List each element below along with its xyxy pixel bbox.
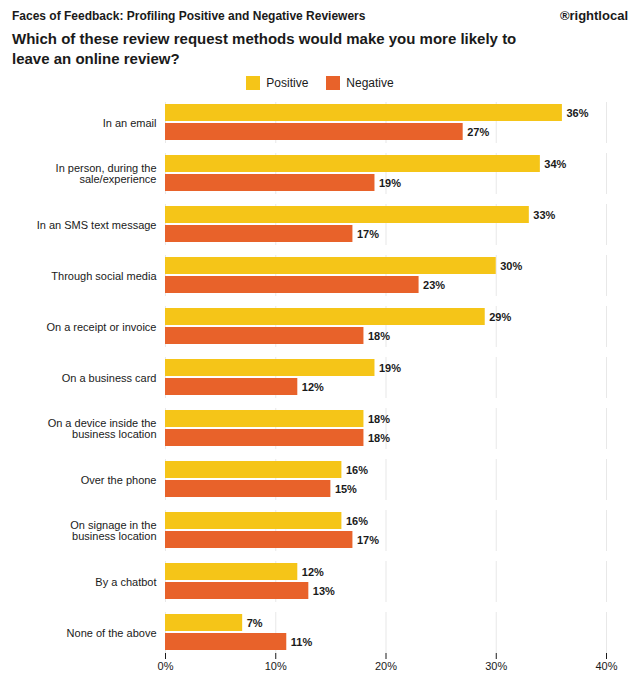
svg-text:19%: 19%	[379, 177, 401, 189]
svg-text:7%: 7%	[247, 617, 263, 629]
svg-text:By a chatbot: By a chatbot	[95, 576, 156, 588]
svg-text:16%: 16%	[346, 515, 368, 527]
svg-text:10%: 10%	[265, 660, 287, 672]
svg-text:In an SMS text message: In an SMS text message	[37, 219, 157, 231]
svg-text:19%: 19%	[379, 362, 401, 374]
svg-text:11%: 11%	[291, 636, 313, 648]
svg-text:18%: 18%	[368, 330, 390, 342]
svg-text:On a device inside thebusiness: On a device inside thebusiness location	[48, 417, 157, 440]
svg-text:36%: 36%	[566, 107, 588, 119]
svg-text:In an email: In an email	[103, 117, 157, 129]
html-text:Negative: Negative	[346, 76, 394, 90]
svg-text:17%: 17%	[357, 228, 379, 240]
html-text:®rightlocal: ®rightlocal	[559, 8, 628, 23]
svg-text:On signage in thebusiness loca: On signage in thebusiness location	[70, 519, 156, 542]
svg-text:29%: 29%	[489, 311, 511, 323]
svg-text:17%: 17%	[357, 534, 379, 546]
svg-text:12%: 12%	[302, 381, 324, 393]
svg-text:12%: 12%	[302, 566, 324, 578]
svg-text:15%: 15%	[335, 483, 357, 495]
svg-text:Over the phone: Over the phone	[81, 474, 157, 486]
svg-text:18%: 18%	[368, 432, 390, 444]
svg-text:0%: 0%	[158, 660, 174, 672]
svg-text:13%: 13%	[313, 585, 335, 597]
svg-text:16%: 16%	[346, 464, 368, 476]
html-text:Which of these review request: Which of these review request methods wo…	[12, 30, 517, 67]
svg-text:33%: 33%	[533, 209, 555, 221]
svg-text:In person, during thesale/expe: In person, during thesale/experience	[56, 162, 157, 185]
svg-text:34%: 34%	[544, 158, 566, 170]
svg-text:40%: 40%	[595, 660, 617, 672]
html-text:Positive: Positive	[266, 76, 309, 90]
svg-text:On a receipt or invoice: On a receipt or invoice	[46, 321, 156, 333]
svg-text:Through social media: Through social media	[51, 270, 157, 282]
svg-text:18%: 18%	[368, 413, 390, 425]
svg-text:20%: 20%	[375, 660, 397, 672]
svg-text:23%: 23%	[423, 279, 445, 291]
svg-text:30%: 30%	[500, 260, 522, 272]
svg-text:None of the above: None of the above	[67, 627, 157, 639]
html-text:Faces of Feedback: Profiling P: Faces of Feedback: Profiling Positive an…	[12, 9, 366, 23]
svg-text:30%: 30%	[485, 660, 507, 672]
svg-text:On a business card: On a business card	[62, 372, 157, 384]
svg-text:27%: 27%	[467, 126, 489, 138]
